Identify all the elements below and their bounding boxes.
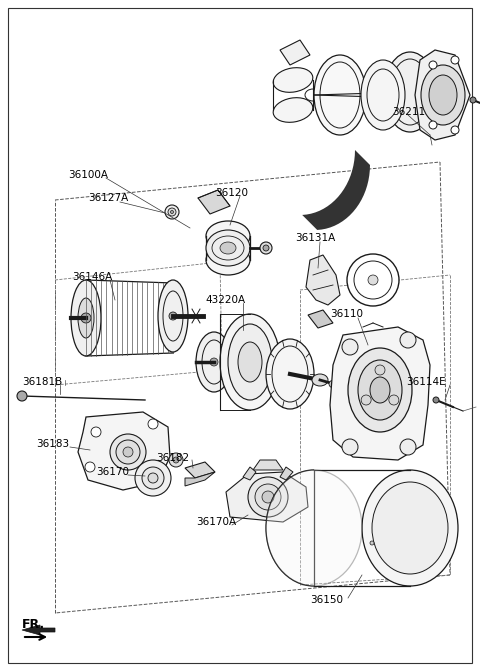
Ellipse shape <box>206 245 250 275</box>
Text: 36182: 36182 <box>156 453 189 463</box>
Polygon shape <box>198 190 230 214</box>
Polygon shape <box>78 412 170 490</box>
Text: 36181B: 36181B <box>22 377 62 387</box>
Circle shape <box>342 339 358 355</box>
Ellipse shape <box>384 52 436 132</box>
Circle shape <box>255 484 281 510</box>
Text: 36170A: 36170A <box>196 517 236 527</box>
Ellipse shape <box>238 342 262 382</box>
Circle shape <box>451 56 459 64</box>
Ellipse shape <box>273 98 313 122</box>
Polygon shape <box>226 472 308 522</box>
Circle shape <box>470 97 476 103</box>
Circle shape <box>429 121 437 129</box>
Ellipse shape <box>348 348 412 432</box>
Polygon shape <box>330 327 430 460</box>
Circle shape <box>85 462 95 472</box>
Ellipse shape <box>361 60 405 130</box>
Circle shape <box>173 457 179 463</box>
Circle shape <box>116 440 140 464</box>
Circle shape <box>262 491 274 503</box>
Circle shape <box>169 312 177 320</box>
Ellipse shape <box>358 360 402 420</box>
Circle shape <box>347 254 399 306</box>
Ellipse shape <box>206 230 250 266</box>
Text: 36150: 36150 <box>310 595 343 605</box>
Text: 36100A: 36100A <box>68 170 108 180</box>
Circle shape <box>451 126 459 134</box>
Circle shape <box>135 460 171 496</box>
Circle shape <box>148 473 158 483</box>
Ellipse shape <box>429 75 457 115</box>
Text: FR.: FR. <box>22 619 45 631</box>
Ellipse shape <box>220 242 236 254</box>
Polygon shape <box>243 467 256 480</box>
Circle shape <box>263 245 269 251</box>
Circle shape <box>91 427 101 437</box>
Text: 36211: 36211 <box>392 107 425 117</box>
Ellipse shape <box>372 482 448 574</box>
Circle shape <box>210 358 218 366</box>
Polygon shape <box>308 310 333 328</box>
Circle shape <box>433 397 439 403</box>
Circle shape <box>170 211 173 213</box>
Text: 36110: 36110 <box>330 309 363 319</box>
Circle shape <box>368 275 378 285</box>
Ellipse shape <box>71 280 101 356</box>
Ellipse shape <box>206 221 250 251</box>
Circle shape <box>342 439 358 455</box>
Text: 36170: 36170 <box>96 467 129 477</box>
Polygon shape <box>306 255 340 305</box>
Circle shape <box>165 205 179 219</box>
Circle shape <box>81 313 91 323</box>
Circle shape <box>260 242 272 254</box>
Text: 36131A: 36131A <box>295 233 335 243</box>
Ellipse shape <box>196 332 232 392</box>
Polygon shape <box>185 462 215 478</box>
Text: 36114E: 36114E <box>406 377 445 387</box>
Text: 36146A: 36146A <box>72 272 112 282</box>
Text: 36127A: 36127A <box>88 193 128 203</box>
Ellipse shape <box>220 314 280 410</box>
Polygon shape <box>415 50 470 140</box>
Text: 36120: 36120 <box>215 188 248 198</box>
Polygon shape <box>302 150 370 230</box>
Circle shape <box>123 447 133 457</box>
Ellipse shape <box>266 339 314 409</box>
Polygon shape <box>22 625 55 635</box>
Polygon shape <box>253 460 283 470</box>
Ellipse shape <box>266 470 362 586</box>
Circle shape <box>317 91 325 99</box>
Circle shape <box>370 541 374 545</box>
Ellipse shape <box>228 324 272 400</box>
Polygon shape <box>280 467 293 480</box>
Ellipse shape <box>421 65 465 125</box>
Ellipse shape <box>370 377 390 403</box>
Ellipse shape <box>158 280 188 352</box>
Ellipse shape <box>78 298 94 338</box>
Circle shape <box>248 477 288 517</box>
Circle shape <box>361 395 371 405</box>
Polygon shape <box>280 40 310 65</box>
Text: 43220A: 43220A <box>205 295 245 305</box>
Circle shape <box>400 332 416 348</box>
Circle shape <box>429 61 437 69</box>
Circle shape <box>148 419 158 429</box>
Circle shape <box>17 391 27 401</box>
Circle shape <box>375 365 385 375</box>
Circle shape <box>142 467 164 489</box>
Circle shape <box>143 472 153 482</box>
Circle shape <box>169 453 183 467</box>
Text: 36183: 36183 <box>36 439 69 449</box>
Polygon shape <box>185 472 215 486</box>
Ellipse shape <box>273 68 313 93</box>
Ellipse shape <box>362 470 458 586</box>
Ellipse shape <box>314 55 366 135</box>
Circle shape <box>389 395 399 405</box>
Circle shape <box>400 439 416 455</box>
Circle shape <box>168 208 176 216</box>
Ellipse shape <box>329 380 339 388</box>
Ellipse shape <box>312 374 328 386</box>
Circle shape <box>110 434 146 470</box>
